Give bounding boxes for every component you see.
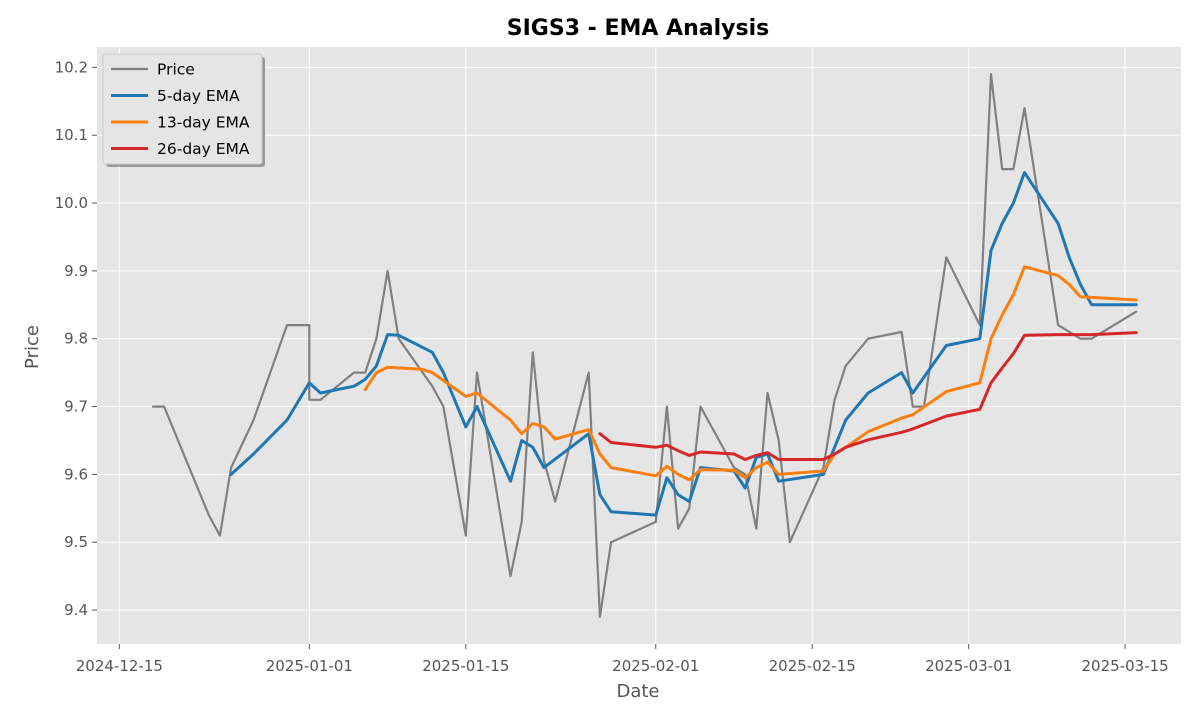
y-tick-label: 10.0 — [55, 194, 88, 212]
legend-label: Price — [157, 61, 195, 79]
y-tick-label: 9.6 — [64, 465, 88, 483]
y-tick-label: 9.7 — [64, 398, 88, 416]
y-tick-label: 9.9 — [64, 262, 88, 280]
legend-label: 5-day EMA — [157, 87, 240, 105]
y-axis-label: Price — [22, 325, 43, 369]
legend-label: 26-day EMA — [157, 140, 250, 158]
axis-ticks: 9.4 9.5 9.6 9.7 9.8 9.9 10.0 10.1 10.2 2024-12-15… — [55, 58, 1169, 675]
series-line-price — [151, 72, 1138, 619]
x-tick-label: 2025-02-15 — [769, 657, 856, 675]
legend-label: 13-day EMA — [157, 114, 250, 132]
y-tick-label: 9.5 — [64, 533, 88, 551]
series-line-13-day-ema — [363, 265, 1138, 482]
x-tick-label: 2024-12-15 — [76, 657, 163, 675]
x-axis-label: Date — [616, 681, 659, 702]
y-tick-label: 10.2 — [55, 58, 88, 76]
series-line-5-day-ema — [229, 171, 1138, 517]
x-tick-label: 2025-01-01 — [266, 657, 353, 675]
x-tick-label: 2025-01-15 — [422, 657, 509, 675]
legend: Price 5-day EMA 13-day EMA 26-day EMA — [102, 53, 265, 167]
y-tick-label: 10.1 — [55, 126, 88, 144]
x-tick-label: 2025-03-15 — [1082, 657, 1169, 675]
series-line-26-day-ema — [598, 331, 1138, 461]
y-tick-label: 9.4 — [64, 601, 88, 619]
chart-title: SIGS3 - EMA Analysis — [507, 16, 769, 41]
x-tick-label: 2025-02-01 — [612, 657, 699, 675]
legend-box — [102, 53, 263, 165]
y-tick-label: 9.8 — [64, 330, 88, 348]
series-lines — [151, 72, 1138, 619]
x-tick-label: 2025-03-01 — [925, 657, 1012, 675]
